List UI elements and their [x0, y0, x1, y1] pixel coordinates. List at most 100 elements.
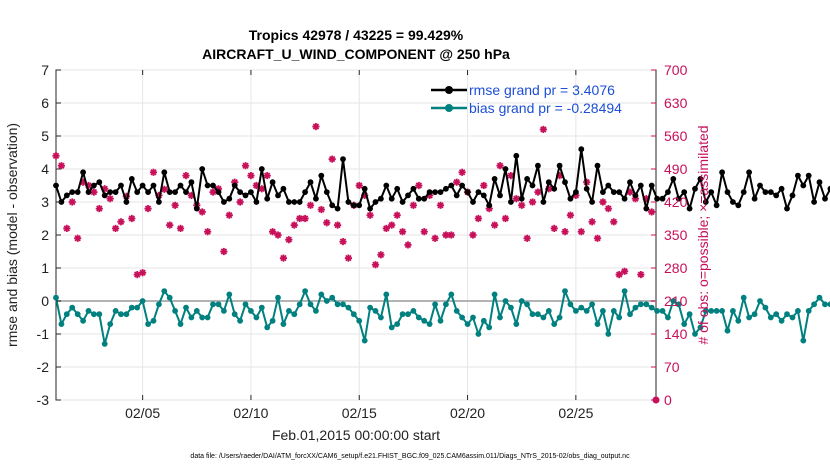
obs-marker [507, 172, 515, 180]
bias-point [237, 317, 244, 324]
rmse-point [627, 179, 633, 186]
rmse-point [692, 185, 698, 192]
y-left-tick-label: 0 [41, 293, 49, 309]
bias-point [410, 308, 417, 314]
bias-point [96, 311, 103, 318]
bias-point [773, 311, 780, 318]
x-axis-ticks: 02/05 02/10 02/15 02/20 02/25 [125, 70, 594, 421]
y-left-tick-label: 2 [41, 227, 49, 243]
obs-marker [371, 261, 380, 269]
obs-marker [420, 228, 428, 236]
obs-marker [198, 208, 206, 216]
bias-point [822, 301, 828, 308]
obs-marker [501, 214, 510, 223]
rmse-point [513, 152, 520, 159]
rmse-point [795, 172, 801, 179]
bias-point [399, 311, 406, 318]
bias-point [453, 308, 460, 314]
bias-point [340, 301, 346, 308]
rmse-point [226, 195, 233, 202]
obs-marker [588, 218, 596, 226]
bias-point [675, 301, 682, 308]
rmse-point [291, 199, 298, 205]
bias-point [394, 321, 401, 327]
rmse-point [443, 185, 449, 192]
rmse-point [464, 189, 471, 196]
y-left-tick-label: 4 [41, 161, 49, 177]
bias-point [221, 308, 227, 314]
y-right-tick-label: 420 [664, 194, 688, 210]
rmse-point [762, 189, 769, 196]
legend-bias-label: bias grand pr = -0.28494 [469, 100, 622, 116]
obs-marker [323, 219, 331, 227]
y-right-tick-label: 70 [664, 359, 680, 375]
bias-point [757, 298, 763, 304]
rmse-point [811, 199, 817, 205]
obs-marker [74, 234, 82, 242]
obs-marker [615, 271, 623, 279]
rmse-point [96, 179, 103, 186]
obs-marker [117, 218, 125, 226]
bias-point [405, 311, 411, 318]
bias-point [643, 301, 650, 308]
bias-point [627, 311, 633, 318]
bias-point [583, 308, 590, 314]
bias-point [805, 308, 812, 314]
rmse-point [697, 176, 704, 182]
bias-point [751, 311, 758, 318]
bias-point [432, 301, 438, 308]
rmse-point [188, 179, 195, 186]
obs-marker [149, 168, 158, 176]
bias-point [329, 294, 336, 301]
bias-point [307, 301, 314, 308]
obs-marker [593, 234, 602, 242]
bias-point [269, 317, 276, 324]
bias-point [475, 331, 482, 337]
bias-point [670, 298, 677, 304]
rmse-point [659, 195, 666, 202]
bias-point [242, 301, 249, 308]
x-tick-label: 02/05 [125, 405, 160, 421]
bias-point [681, 321, 688, 327]
rmse-point [372, 199, 379, 205]
rmse-point [345, 199, 352, 205]
obs-marker [491, 221, 499, 229]
rmse-point [453, 192, 460, 199]
obs-marker [241, 162, 250, 170]
bias-point [248, 308, 254, 314]
bias-point [697, 324, 704, 331]
rmse-point [367, 205, 373, 212]
obs-marker [290, 221, 298, 229]
obs-marker [474, 214, 482, 223]
rmse-point [708, 189, 715, 196]
rmse-point [784, 205, 790, 212]
bias-point [367, 304, 373, 311]
rmse-point [410, 185, 417, 192]
obs-marker [539, 125, 547, 133]
obs-marker [523, 234, 531, 242]
obs-marker [442, 231, 450, 239]
rmse-point [486, 202, 493, 209]
bias-point [378, 314, 384, 321]
bias-point [226, 291, 233, 298]
rmse-point [746, 169, 752, 176]
rmse-point [643, 205, 650, 212]
obs-marker [111, 224, 120, 232]
rmse-point [183, 189, 189, 196]
rmse-point [437, 189, 444, 196]
rmse-point [253, 199, 260, 205]
obs-marker [306, 201, 315, 209]
rmse-point [101, 192, 108, 199]
rmse-point [497, 192, 503, 199]
rmse-point [63, 192, 70, 199]
rmse-point [394, 185, 401, 192]
bias-point [166, 294, 173, 301]
bias-point [491, 291, 498, 298]
obs-marker [209, 188, 217, 196]
obs-marker [328, 155, 336, 163]
obs-marker [496, 162, 504, 170]
y-axis-right-ticks: 0 70 140 210 280 350 420 490 560 630 700 [651, 62, 688, 408]
bias-point [231, 311, 238, 318]
bias-point [128, 304, 135, 311]
